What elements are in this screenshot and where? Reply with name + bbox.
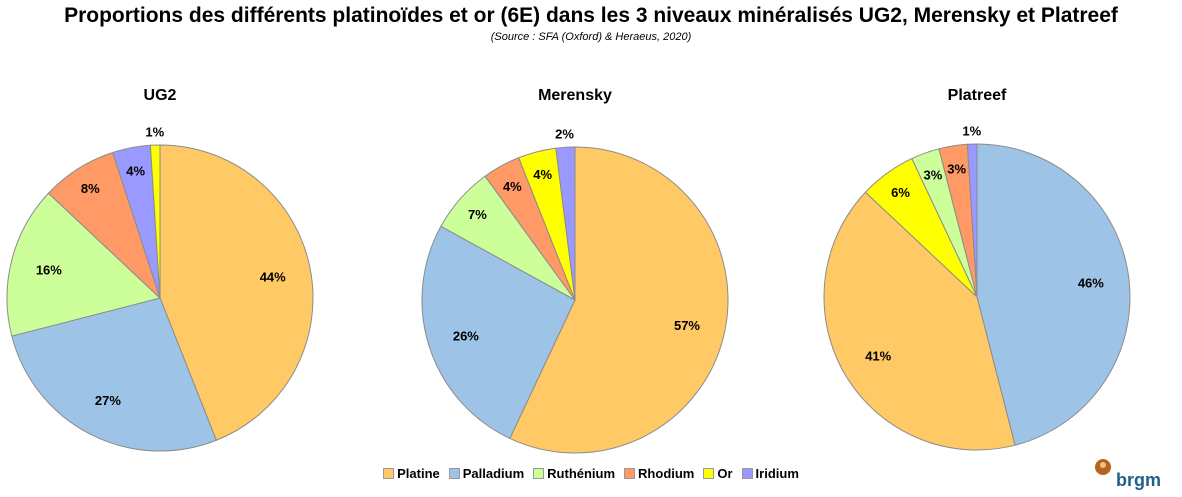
data-label: 4% [503,179,522,194]
legend-item-iridium: Iridium [741,466,799,481]
pie-slice-platine [823,191,1016,451]
data-label: 27% [95,393,121,408]
pie-slice-palladium [976,143,1131,446]
pie-slice-platine [159,144,314,441]
data-label: 3% [947,162,966,177]
data-label: 8% [81,181,100,196]
pie-merensky: Merensky 57% 26% 7% 4% 4% 2% [421,87,729,454]
legend-label: Or [717,466,733,481]
pie-slice-or [149,144,161,299]
data-label: 46% [1078,276,1104,291]
data-label: 3% [924,168,943,183]
legend-item-or: Or [703,466,733,481]
pie-ug2: UG2 44% 27% 16% 8% 4% 1% [6,87,314,452]
data-label: 4% [533,167,552,182]
legend: Platine Palladium Ruthénium Rhodium Or Iridiu… [0,466,1182,481]
data-label: 1% [145,124,164,139]
svg-text:brgm: brgm [1116,470,1161,490]
data-label: 1% [962,123,981,138]
pie-title: UG2 [144,87,177,104]
legend-label: Palladium [462,466,525,481]
pie-title: Merensky [538,87,612,104]
pie-slice-palladium [11,297,217,452]
pie-platreef: Platreef 46% 41% 6% 3% 3% 1% [823,87,1131,451]
chart-subtitle: (Source : SFA (Oxford) & Heraeus, 2020) [490,31,692,43]
legend-item-platine: Platine [383,466,440,481]
data-label: 44% [260,269,286,284]
pie-slice-iridium [555,146,576,301]
legend-label: Iridium [755,466,799,481]
legend-swatch [703,468,715,479]
pie-charts: UG2 44% 27% 16% 8% 4% 1% Merensky 57% 26% 7% 4% 4% 2%… [6,87,1131,454]
pie-slice-platine [509,146,729,454]
legend-item-ruthénium: Ruthénium [533,466,615,481]
legend-swatch [533,468,545,479]
brgm-logo: brgm [1095,459,1161,490]
legend-swatch [624,468,636,479]
data-label: 57% [674,318,700,333]
legend-label: Ruthénium [547,466,616,481]
legend-swatch [383,468,395,479]
data-label: 41% [865,348,891,363]
data-label: 7% [468,207,487,222]
pie-title: Platreef [948,87,1007,104]
legend-swatch [741,468,753,479]
pie-slice-iridium [966,143,978,298]
data-label: 6% [891,185,910,200]
data-label: 4% [126,163,145,178]
data-label: 26% [453,328,479,343]
legend-label: Rhodium [638,466,695,481]
legend-label: Platine [397,466,440,481]
data-label: 16% [36,262,62,277]
legend-swatch [448,468,460,479]
legend-item-palladium: Palladium [448,466,525,481]
legend-item-rhodium: Rhodium [624,466,694,481]
pie-slice-ruthénium [6,192,162,337]
chart-title: Proportions des différents platinoïdes e… [64,4,1118,27]
data-label: 2% [555,127,574,142]
